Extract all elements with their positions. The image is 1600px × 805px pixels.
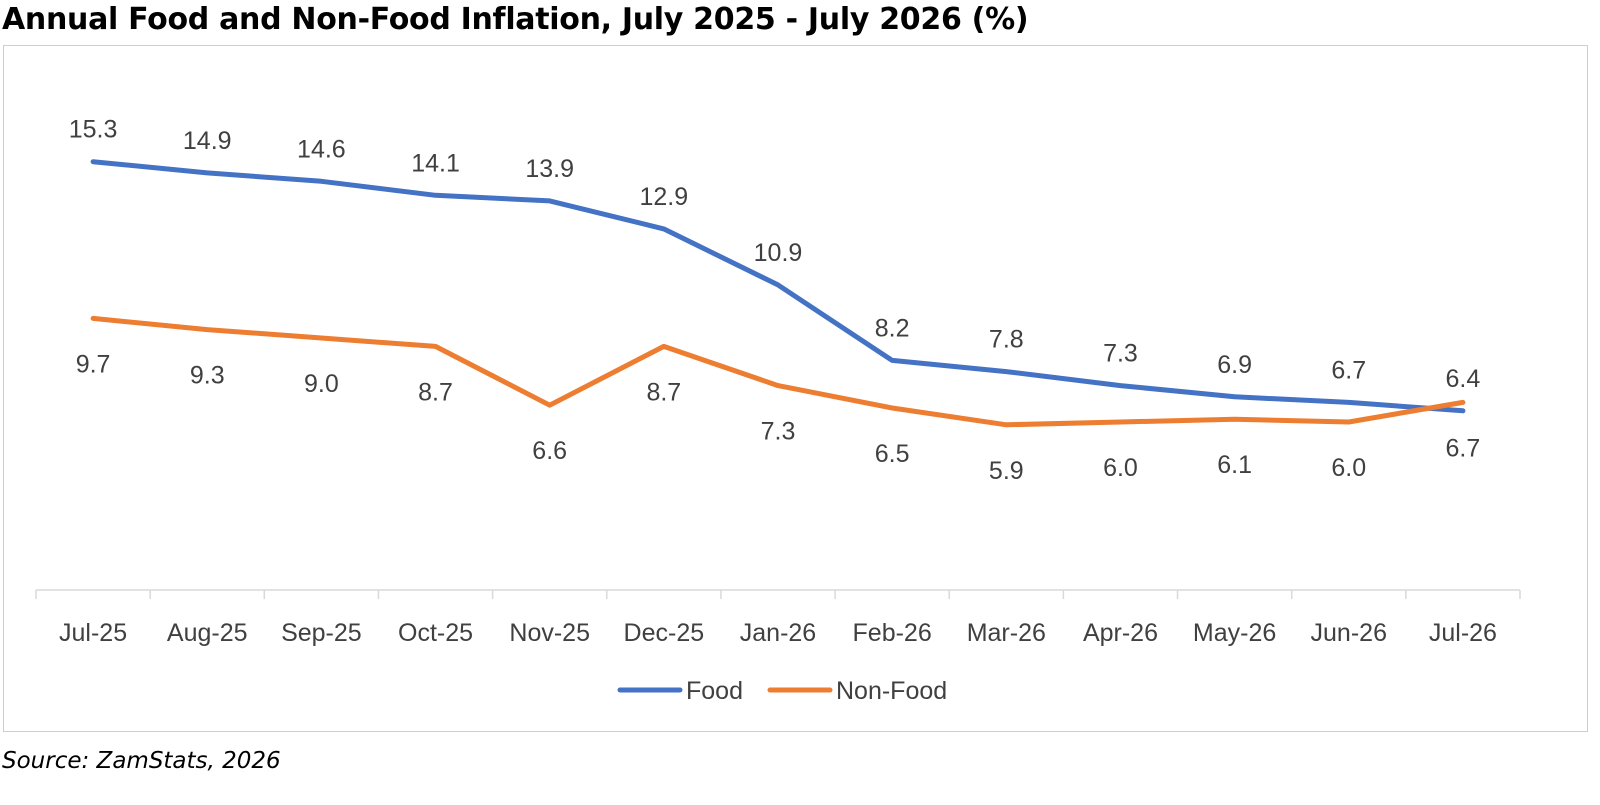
series-line-non-food — [90, 315, 1466, 428]
legend-label: Food — [686, 677, 743, 705]
x-tick-label: Sep-25 — [281, 619, 362, 647]
data-label: 15.3 — [69, 116, 118, 144]
source-note: Source: ZamStats, 2026 — [2, 748, 281, 774]
data-point — [776, 282, 781, 287]
data-point — [433, 193, 438, 198]
data-point — [776, 383, 781, 388]
data-label: 10.9 — [754, 239, 803, 267]
data-point — [890, 358, 895, 363]
data-point — [1460, 400, 1465, 405]
data-label: 7.8 — [989, 326, 1024, 354]
data-label: 9.7 — [76, 350, 111, 378]
data-label: 6.4 — [1446, 365, 1481, 393]
x-tick-label: Nov-25 — [509, 619, 590, 647]
x-tick-label: Jul-26 — [1429, 619, 1497, 647]
data-label: 6.1 — [1217, 451, 1252, 479]
legend: Food Non-Food — [617, 677, 947, 705]
data-point — [661, 226, 666, 231]
data-point — [433, 344, 438, 349]
data-label: 9.3 — [190, 362, 225, 390]
data-point — [547, 198, 552, 203]
data-label: 8.2 — [875, 314, 910, 342]
data-label: 9.0 — [304, 370, 339, 398]
x-tick-label: May-26 — [1193, 619, 1276, 647]
data-label: 14.6 — [297, 135, 346, 163]
data-point — [319, 336, 324, 341]
data-label: 6.7 — [1446, 434, 1481, 462]
x-axis: Jul-25 Aug-25 Sep-25 Oct-25 Nov-25 Dec-25 Jan-… — [35, 589, 1521, 647]
x-tick-label: Jun-26 — [1311, 619, 1387, 647]
data-point — [661, 344, 666, 349]
data-point — [91, 316, 96, 321]
x-tick-label: Oct-25 — [398, 619, 473, 647]
data-label: 8.7 — [418, 378, 453, 406]
data-point — [1232, 394, 1237, 399]
data-label: 6.5 — [875, 440, 910, 468]
data-point — [1004, 369, 1009, 374]
data-point — [1346, 420, 1351, 425]
data-label: 8.7 — [646, 378, 681, 406]
data-point — [319, 179, 324, 184]
data-point — [1460, 408, 1465, 413]
series-line-food — [90, 159, 1466, 414]
line-chart: Jul-25 Aug-25 Sep-25 Oct-25 Nov-25 Dec-25 Jan-… — [35, 116, 1521, 705]
data-label: 6.0 — [1103, 454, 1138, 482]
data-label: 6.9 — [1217, 351, 1252, 379]
x-tick-label: Jan-26 — [740, 619, 816, 647]
data-label: 7.3 — [1103, 340, 1138, 368]
data-point — [205, 170, 210, 175]
data-label: 12.9 — [640, 183, 689, 211]
data-point — [91, 159, 96, 164]
x-tick-label: Dec-25 — [624, 619, 705, 647]
chart-area — [3, 45, 1588, 732]
data-label: 6.6 — [532, 437, 567, 465]
data-point — [1004, 422, 1009, 427]
data-point — [890, 406, 895, 411]
legend-label: Non-Food — [836, 677, 947, 705]
data-label: 6.0 — [1331, 454, 1366, 482]
x-tick-label: Apr-26 — [1083, 619, 1158, 647]
x-tick-label: Jul-25 — [59, 619, 127, 647]
data-label: 14.9 — [183, 127, 232, 155]
data-point — [547, 403, 552, 408]
chart-title: Annual Food and Non-Food Inflation, July… — [2, 2, 1029, 37]
x-tick-label: Mar-26 — [967, 619, 1046, 647]
data-label: 7.3 — [761, 418, 796, 446]
data-label: 5.9 — [989, 457, 1024, 485]
series-lines — [90, 159, 1466, 428]
data-point — [1232, 417, 1237, 422]
data-label: 13.9 — [525, 155, 574, 183]
x-tick-label: Aug-25 — [167, 619, 248, 647]
data-labels: 15.3 14.9 14.6 14.1 13.9 12.9 10.9 8.2 7.8 7.3 6.9… — [69, 116, 1481, 485]
x-tick-label: Feb-26 — [853, 619, 932, 647]
data-label: 6.7 — [1331, 356, 1366, 384]
data-point — [1346, 400, 1351, 405]
data-label: 14.1 — [411, 149, 460, 177]
data-point — [1118, 420, 1123, 425]
data-point — [1118, 383, 1123, 388]
data-point — [205, 327, 210, 332]
